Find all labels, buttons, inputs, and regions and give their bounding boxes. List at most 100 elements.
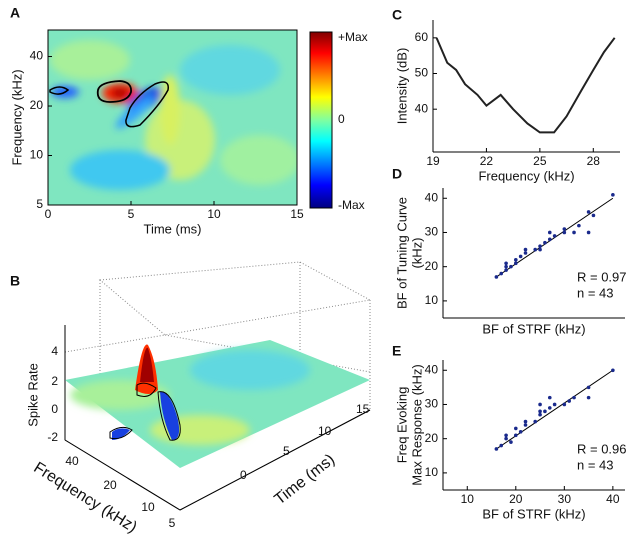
- panel-label: D: [392, 166, 402, 182]
- x-tick-label: 15: [290, 207, 304, 221]
- point: [509, 440, 513, 444]
- point: [577, 223, 581, 228]
- point: [504, 268, 508, 272]
- point: [543, 409, 547, 414]
- point: [586, 385, 591, 390]
- y-tick-label: 30: [425, 397, 439, 411]
- point: [562, 230, 567, 235]
- x-tick-label: 40: [606, 492, 620, 506]
- point: [533, 247, 538, 252]
- point: [547, 230, 552, 235]
- x-tick-label: 5: [169, 516, 176, 530]
- y-tick-label: 20: [30, 98, 44, 112]
- y-tick-label: 30: [425, 225, 439, 239]
- data-line: [435, 37, 616, 134]
- point: [499, 443, 504, 448]
- point: [572, 395, 576, 400]
- x-tick-label: 10: [141, 500, 155, 514]
- point: [523, 247, 528, 252]
- y-axis-label: (kHz): [409, 237, 424, 268]
- point: [494, 447, 499, 451]
- point: [538, 409, 542, 414]
- point: [591, 213, 596, 218]
- y-tick-label: 15: [356, 402, 370, 416]
- z-tick-label: -2: [47, 430, 58, 444]
- y-tick-label: 20: [425, 431, 439, 445]
- y-tick-label: 10: [30, 148, 44, 162]
- point: [538, 412, 542, 417]
- z-axis-label: Spike Rate: [25, 363, 40, 427]
- x-tick-label: 5: [128, 207, 135, 221]
- x-axis-label: BF of STRF (kHz): [482, 506, 585, 521]
- point: [547, 237, 552, 242]
- y-tick-label: 0: [240, 468, 247, 482]
- y-tick-label: 10: [425, 465, 439, 479]
- plot-frame: [47, 29, 298, 206]
- point: [514, 258, 518, 262]
- point: [523, 423, 528, 427]
- colorbar-label: +Max: [338, 30, 368, 44]
- panel-label: A: [10, 5, 20, 21]
- x-tick-label: 25: [533, 154, 547, 168]
- x-tick-label: 19: [426, 154, 440, 168]
- z-tick-label: 0: [51, 402, 58, 416]
- heatmap-image: [48, 30, 297, 205]
- y-tick-label: 5: [36, 197, 43, 211]
- point: [494, 275, 499, 279]
- point: [586, 230, 591, 235]
- colorbar-label: -Max: [338, 198, 365, 212]
- surface-3d: [64, 261, 372, 511]
- point: [611, 368, 615, 373]
- point: [504, 433, 508, 438]
- point: [533, 419, 538, 424]
- y-tick-label: 40: [415, 101, 429, 115]
- point: [543, 240, 547, 245]
- point: [509, 264, 513, 269]
- y-axis-label: Time (ms): [271, 451, 338, 508]
- x-tick-label: 10: [461, 492, 475, 506]
- panel-label: C: [392, 7, 402, 23]
- x-axis-label: BF of STRF (kHz): [482, 321, 585, 336]
- y-tick-label: 10: [318, 424, 332, 438]
- y-axis-label: Frequency (kHz): [9, 69, 24, 165]
- x-tick-label: 40: [65, 454, 79, 468]
- point: [504, 264, 508, 269]
- x-axis-label: Frequency (kHz): [30, 459, 139, 536]
- z-tick-label: 2: [51, 374, 58, 388]
- point: [518, 254, 523, 259]
- x-tick-label: 20: [103, 478, 117, 492]
- annotation: n = 43: [577, 285, 614, 300]
- point: [523, 251, 528, 255]
- annotation: n = 43: [577, 457, 614, 472]
- x-tick-label: 20: [509, 492, 523, 506]
- point: [586, 210, 591, 214]
- annotation: R = 0.96: [577, 441, 627, 456]
- point: [538, 247, 542, 252]
- colorbar: [309, 31, 333, 209]
- x-tick-label: 30: [558, 492, 572, 506]
- point: [514, 433, 518, 438]
- y-axis-label: Freq Evoking: [394, 387, 409, 464]
- y-axis-label: Max Response (kHz): [409, 364, 424, 485]
- point: [552, 234, 557, 238]
- fit-line: [496, 369, 614, 450]
- annotation: R = 0.97: [577, 269, 627, 284]
- point: [523, 419, 528, 424]
- point: [538, 244, 542, 248]
- x-tick-label: 0: [45, 207, 52, 221]
- x-tick-label: 28: [587, 154, 601, 168]
- point: [499, 271, 504, 276]
- point: [538, 402, 542, 407]
- x-axis-label: Frequency (kHz): [478, 168, 574, 183]
- y-tick-label: 40: [30, 49, 44, 63]
- point: [514, 261, 518, 266]
- point: [552, 402, 557, 407]
- x-axis-label: Time (ms): [143, 221, 201, 236]
- point: [547, 406, 552, 410]
- point: [586, 395, 591, 400]
- y-tick-label: 60: [415, 30, 429, 44]
- y-tick-label: 50: [415, 66, 429, 80]
- z-tick-label: 4: [51, 344, 58, 358]
- point: [567, 399, 571, 403]
